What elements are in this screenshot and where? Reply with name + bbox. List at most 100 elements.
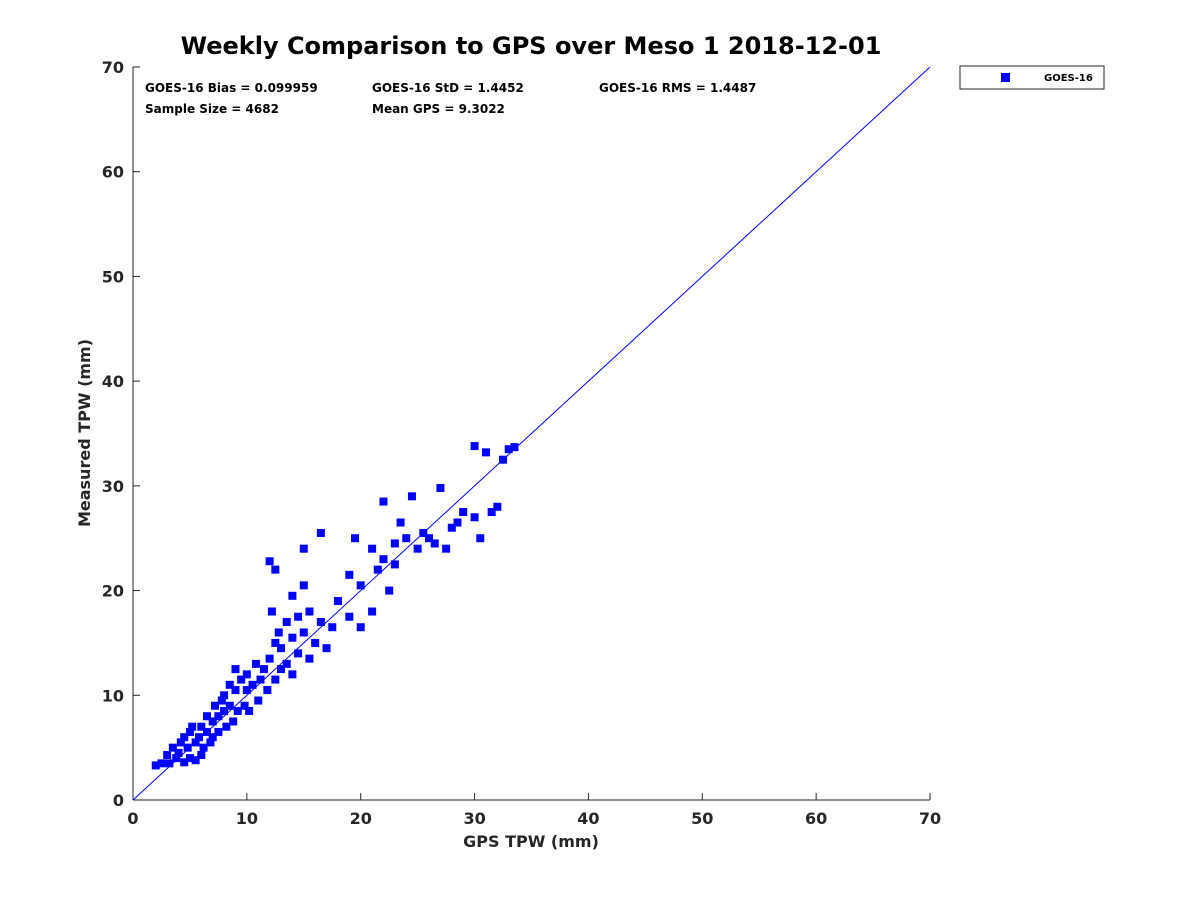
- data-point: [245, 706, 254, 715]
- data-point: [199, 743, 208, 752]
- data-point: [195, 733, 204, 742]
- data-point: [282, 617, 291, 626]
- y-tick-label: 30: [102, 477, 124, 496]
- data-point: [419, 528, 428, 537]
- data-point: [208, 717, 217, 726]
- data-point: [499, 455, 508, 464]
- data-point: [379, 555, 388, 564]
- plot-area: 0 10 20 30 40 50 60 70 0 10 20 30 40 50 60 70: [102, 58, 941, 828]
- x-tick-label: 60: [805, 809, 827, 828]
- data-point: [229, 717, 238, 726]
- data-point: [242, 686, 251, 695]
- data-point: [240, 701, 249, 710]
- data-point: [206, 738, 215, 747]
- data-point: [305, 654, 314, 663]
- data-point: [214, 727, 223, 736]
- x-ticks: 0 10 20 30 40 50 60 70: [127, 793, 941, 828]
- data-point: [233, 706, 242, 715]
- data-point: [282, 659, 291, 668]
- data-point: [251, 659, 260, 668]
- data-point: [305, 607, 314, 616]
- data-point: [277, 665, 286, 674]
- data-point: [442, 544, 451, 553]
- data-point: [259, 665, 268, 674]
- data-point: [436, 483, 445, 492]
- data-point: [174, 748, 183, 757]
- one-to-one-reference-line: [132, 66, 931, 801]
- data-point: [390, 560, 399, 569]
- chart-title: Weekly Comparison to GPS over Meso 1 201…: [181, 32, 882, 60]
- data-point: [487, 508, 496, 517]
- data-point: [185, 727, 194, 736]
- data-point: [385, 586, 394, 595]
- x-tick-label: 0: [127, 809, 138, 828]
- stat-bias: GOES-16 Bias = 0.099959: [145, 81, 318, 95]
- data-point: [271, 638, 280, 647]
- data-point: [407, 492, 416, 501]
- data-point: [322, 644, 331, 653]
- data-point: [197, 722, 206, 731]
- data-point: [425, 534, 434, 543]
- data-point: [345, 570, 354, 579]
- data-point: [345, 612, 354, 621]
- data-point: [217, 696, 226, 705]
- data-point: [402, 534, 411, 543]
- data-point: [430, 539, 439, 548]
- data-point: [288, 670, 297, 679]
- data-point: [222, 722, 231, 731]
- data-point: [299, 628, 308, 637]
- data-point: [183, 743, 192, 752]
- data-point: [168, 743, 177, 752]
- data-point: [263, 686, 272, 695]
- y-tick-label: 0: [113, 791, 124, 810]
- y-tick-label: 20: [102, 582, 124, 601]
- data-point: [277, 644, 286, 653]
- y-tick-label: 10: [102, 686, 124, 705]
- data-point: [373, 565, 382, 574]
- data-point: [271, 565, 280, 574]
- data-point: [453, 518, 462, 527]
- data-point: [379, 497, 388, 506]
- data-point: [271, 675, 280, 684]
- data-point: [274, 628, 283, 637]
- data-point: [225, 701, 234, 710]
- x-tick-label: 50: [691, 809, 713, 828]
- data-point: [311, 638, 320, 647]
- data-point: [163, 750, 172, 759]
- data-point: [481, 448, 490, 457]
- x-tick-label: 10: [236, 809, 258, 828]
- x-tick-label: 30: [463, 809, 485, 828]
- y-tick-label: 60: [102, 163, 124, 182]
- data-point: [299, 581, 308, 590]
- data-point: [413, 544, 422, 553]
- data-point: [208, 733, 217, 742]
- data-point: [172, 754, 181, 763]
- data-point: [254, 696, 263, 705]
- data-point: [470, 513, 479, 522]
- data-point: [225, 680, 234, 689]
- x-tick-label: 20: [350, 809, 372, 828]
- data-point: [185, 754, 194, 763]
- y-tick-label: 40: [102, 372, 124, 391]
- data-point: [447, 523, 456, 532]
- data-point: [470, 442, 479, 451]
- data-point: [368, 607, 377, 616]
- data-point: [333, 597, 342, 606]
- stats-annotations: GOES-16 Bias = 0.099959 GOES-16 StD = 1.…: [145, 81, 756, 116]
- data-point: [294, 612, 303, 621]
- data-point: [220, 706, 229, 715]
- data-point: [390, 539, 399, 548]
- data-point: [316, 617, 325, 626]
- data-point: [356, 581, 365, 590]
- legend-box: [959, 65, 1105, 90]
- y-axis-label: Measured TPW (mm): [75, 339, 94, 527]
- stat-std: GOES-16 StD = 1.4452: [372, 81, 524, 95]
- data-point: [191, 756, 200, 765]
- data-point: [256, 675, 265, 684]
- data-points: [151, 442, 519, 770]
- stat-mean-gps: Mean GPS = 9.3022: [372, 102, 505, 116]
- data-point: [231, 686, 240, 695]
- stat-rms: GOES-16 RMS = 1.4487: [599, 81, 756, 95]
- stat-sample-size: Sample Size = 4682: [145, 102, 279, 116]
- data-point: [176, 738, 185, 747]
